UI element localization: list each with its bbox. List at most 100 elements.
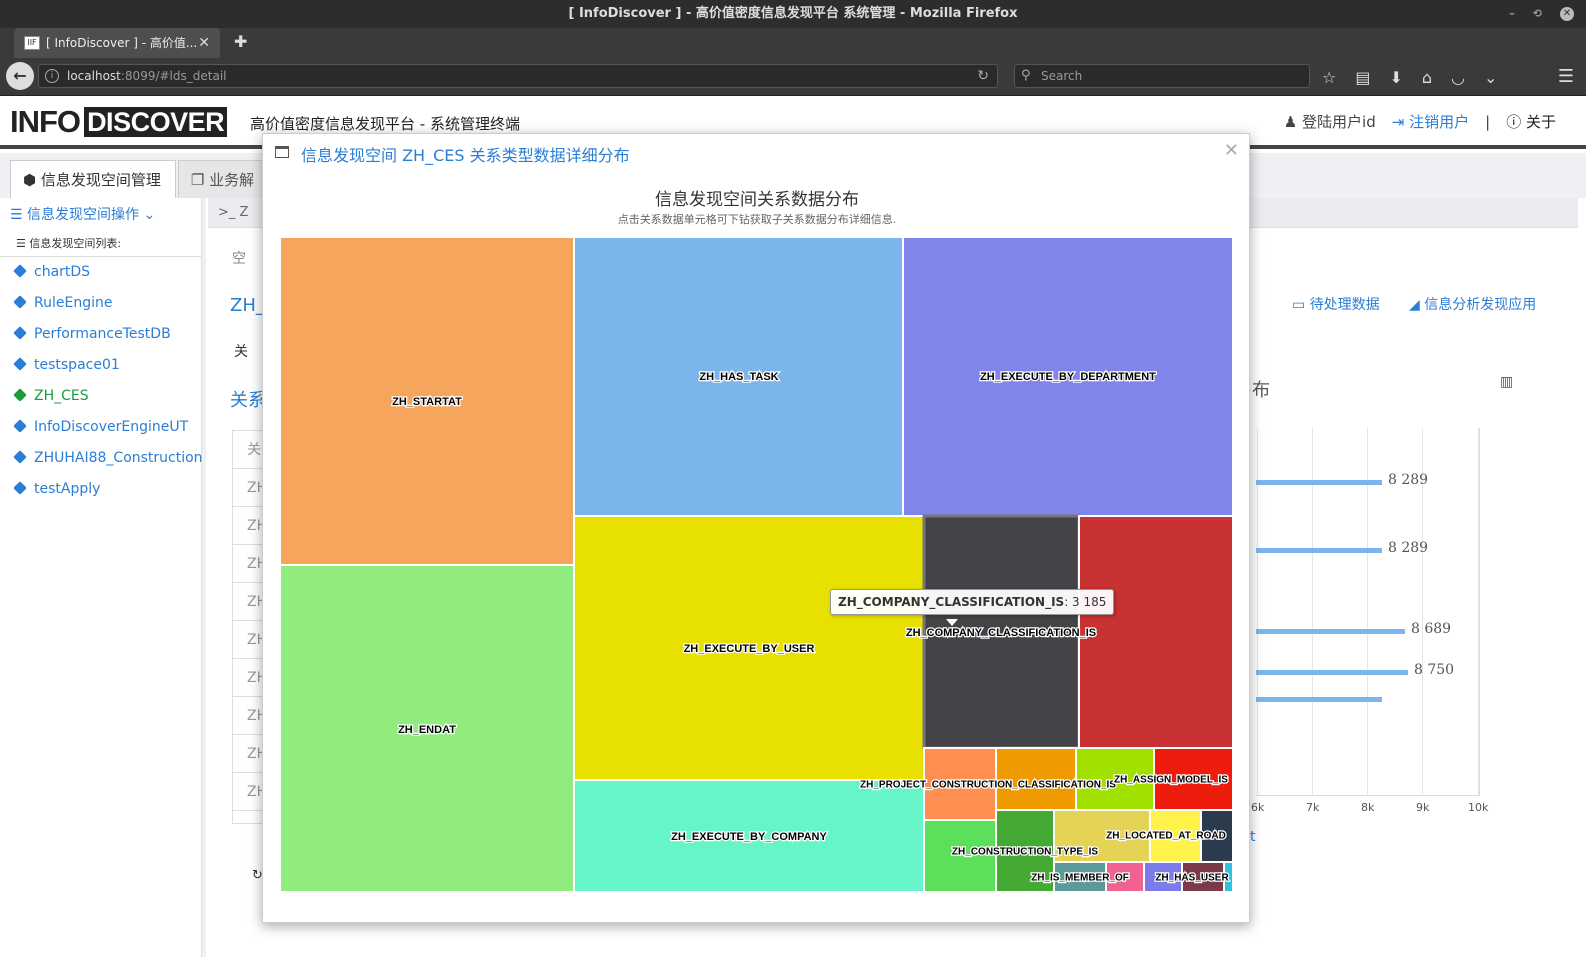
reload-icon[interactable]: ↻ <box>977 68 989 84</box>
sidebar-item-testapply[interactable]: testApply <box>13 479 203 510</box>
bar[interactable] <box>1256 548 1382 553</box>
minimize-icon[interactable]: – <box>1509 7 1515 20</box>
sidebar-item-label: testspace01 <box>34 357 120 373</box>
treemap-cell-label: ZH_HAS_USER <box>1155 873 1229 884</box>
bar[interactable] <box>1256 480 1382 485</box>
treemap-cell[interactable] <box>995 809 1055 893</box>
treemap-cell[interactable] <box>995 747 1077 811</box>
table-row[interactable]: ZH <box>233 583 267 621</box>
treemap-cell-label: ZH_HAS_TASK <box>699 371 778 383</box>
bar[interactable] <box>1256 629 1405 634</box>
url-host: localhost <box>67 69 121 83</box>
tab-space-management[interactable]: ⬢ 信息发现空间管理 <box>10 160 176 198</box>
treemap-cell-label: ZH_EXECUTE_BY_USER <box>684 643 815 655</box>
search-input[interactable]: ⚲ Search <box>1014 64 1310 88</box>
treemap-cell[interactable] <box>1053 861 1107 893</box>
analysis-apps-link[interactable]: ◢ 信息分析发现应用 <box>1409 294 1536 314</box>
treemap-cell[interactable] <box>1105 861 1145 893</box>
download-icon[interactable]: ⬇ <box>1389 67 1403 87</box>
treemap-cell[interactable] <box>573 779 925 893</box>
treemap-cell[interactable] <box>1200 809 1233 863</box>
pending-data-label: 待处理数据 <box>1309 297 1380 313</box>
treemap-cell[interactable] <box>1149 809 1202 863</box>
pending-data-link[interactable]: ▭ 待处理数据 <box>1292 294 1380 314</box>
grid-line <box>1312 428 1313 796</box>
sidebar-item-chartds[interactable]: chartDS <box>13 262 203 293</box>
pocket-icon[interactable]: ◡ <box>1451 67 1465 87</box>
treemap-cell-label: ZH_EXECUTE_BY_DEPARTMENT <box>980 371 1156 383</box>
bar-chart-icon[interactable]: ▥ <box>1500 374 1514 390</box>
maximize-icon[interactable]: ⟲ <box>1532 7 1542 20</box>
treemap-cell-label: ZH_CONSTRUCTION_TYPE_IS <box>952 847 1098 858</box>
treemap-cell[interactable] <box>573 237 904 517</box>
treemap-cell[interactable] <box>1075 747 1155 811</box>
bar-value-label: 8 289 <box>1388 472 1429 488</box>
user-icon: ♟ <box>1283 113 1298 131</box>
relation-treemap: ZH_STARTAT ZH_ENDAT ZH_HAS_TASK ZH_EXECUTE_… <box>280 237 1233 893</box>
space-info-fragment: 空 <box>232 251 246 267</box>
site-info-icon[interactable]: i <box>45 69 59 83</box>
treemap-cell[interactable] <box>1078 515 1233 749</box>
table-row[interactable]: ZH <box>233 697 267 735</box>
table-row[interactable]: ZH <box>233 469 267 507</box>
sidebar-item-ruleengine[interactable]: RuleEngine <box>13 293 203 324</box>
cube-icon <box>13 326 27 340</box>
sidebar-item-label: PerformanceTestDB <box>34 326 171 342</box>
treemap-cell[interactable] <box>1153 747 1233 811</box>
sidebar-item-zh-ces[interactable]: ZH_CES <box>13 386 203 417</box>
space-list-label: 信息发现空间列表: <box>29 237 122 250</box>
url-bar[interactable]: i localhost:8099/#lds_detail ↻ <box>38 64 998 88</box>
bar[interactable] <box>1256 697 1382 702</box>
treemap-cell[interactable] <box>280 564 575 893</box>
treemap-tooltip: ZH_COMPANY_CLASSIFICATION_IS: 3 185 <box>830 589 1115 615</box>
relation-distribution-modal: 信息发现空间 ZH_CES 关系类型数据详细分布 ✕ 信息发现空间关系数据分布 … <box>262 133 1250 923</box>
search-icon: ⚲ <box>1021 68 1031 83</box>
bar[interactable] <box>1256 670 1408 675</box>
table-row[interactable]: ZH <box>233 621 267 659</box>
menu-icon[interactable]: ☰ <box>1557 66 1574 87</box>
table-row[interactable]: ZH <box>233 659 267 697</box>
table-row[interactable]: ZH <box>233 773 267 811</box>
link-fragment[interactable]: t <box>1250 829 1256 845</box>
user-id-link[interactable]: ♟ 登陆用户id <box>1284 111 1376 132</box>
treemap-cell[interactable] <box>1223 861 1233 893</box>
tab-business[interactable]: ❐ 业务解 <box>177 160 270 198</box>
home-icon[interactable]: ⌂ <box>1421 67 1433 87</box>
refresh-icon[interactable]: ↻ <box>252 868 263 883</box>
treemap-cell[interactable] <box>1053 809 1151 863</box>
about-link[interactable]: ⓘ 关于 <box>1506 111 1556 132</box>
modal-close-icon[interactable]: ✕ <box>1223 140 1239 161</box>
treemap-cell[interactable] <box>923 819 997 893</box>
window-close-icon[interactable]: ✕ <box>1560 7 1574 21</box>
browser-tab[interactable]: IIF [ InfoDiscover ] - 高价值... ✕ <box>14 28 220 58</box>
cube-icon <box>13 264 27 278</box>
treemap-cell[interactable] <box>902 237 1233 517</box>
table-row[interactable]: ZH <box>233 545 267 583</box>
treemap-cell[interactable] <box>573 515 925 781</box>
inbox-icon: ▭ <box>1292 297 1306 313</box>
tooltip-pointer <box>946 619 958 626</box>
back-arrow-icon[interactable]: ← <box>6 62 34 90</box>
info-tab-fragment[interactable]: 关 <box>234 344 248 360</box>
logout-link[interactable]: ⇥ 注销用户 <box>1392 111 1469 132</box>
reading-list-icon[interactable]: ▤ <box>1355 67 1371 87</box>
cube-icon <box>13 388 27 402</box>
chart-subtitle: 点击关系数据单元格可下钻获取子关系数据分布详细信息. <box>617 213 897 226</box>
treemap-cell[interactable] <box>280 237 575 566</box>
sidebar-divider <box>0 256 202 257</box>
sidebar-item-testspace01[interactable]: testspace01 <box>13 355 203 386</box>
treemap-cell[interactable] <box>1181 861 1225 893</box>
grid-line <box>1367 428 1368 796</box>
tab-close-icon[interactable]: ✕ <box>198 35 210 51</box>
new-tab-icon[interactable]: ✚ <box>234 32 248 51</box>
table-row[interactable]: ZH <box>233 507 267 545</box>
sidebar-item-performancetestdb[interactable]: PerformanceTestDB <box>13 324 203 355</box>
sidebar-item-infodiscoverengineut[interactable]: InfoDiscoverEngineUT <box>13 417 203 448</box>
table-row[interactable]: ZH <box>233 735 267 773</box>
bookmark-star-icon[interactable]: ☆ <box>1322 67 1337 87</box>
relation-section-fragment: 关系 <box>230 390 266 411</box>
extension-icon[interactable]: ⌄ <box>1484 67 1498 87</box>
sidebar-item-zhuhai88[interactable]: ZHUHAI88_Construction <box>13 448 203 479</box>
browser-navbar: ← i localhost:8099/#lds_detail ↻ ⚲ Searc… <box>0 58 1586 96</box>
space-ops-dropdown[interactable]: ☰ 信息发现空间操作 ⌄ <box>10 204 155 224</box>
